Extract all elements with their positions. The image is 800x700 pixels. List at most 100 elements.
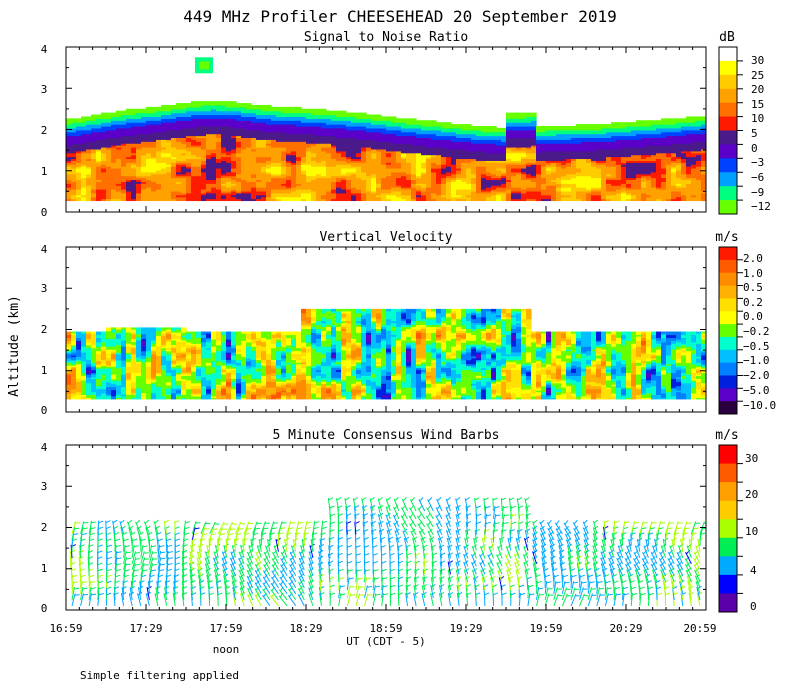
snr-cell <box>556 135 562 139</box>
snr-cell <box>156 135 162 139</box>
snr-cell <box>206 162 212 165</box>
snr-cell <box>346 162 352 165</box>
snr-cell <box>471 175 477 179</box>
snr-cell <box>356 131 362 135</box>
snr-cell <box>331 146 337 150</box>
snr-cell <box>566 141 572 144</box>
snr-cell <box>166 187 172 190</box>
snr-cell <box>146 135 152 139</box>
snr-cell <box>231 171 237 175</box>
snr-cell <box>166 152 172 156</box>
snr-cell <box>116 156 122 160</box>
snr-cell <box>76 183 82 186</box>
snr-cell <box>101 120 107 123</box>
snr-cell <box>586 145 592 148</box>
snr-cell <box>571 196 577 200</box>
snr-cell <box>356 141 362 144</box>
snr-cell <box>571 125 577 129</box>
snr-cell <box>331 183 337 186</box>
snr-cell <box>456 154 462 158</box>
snr-cell <box>416 192 422 196</box>
snr-cell <box>496 127 502 131</box>
snr-cell <box>176 129 182 133</box>
snr-cell <box>231 194 237 198</box>
snr-cell <box>461 139 467 142</box>
snr-cell <box>336 116 342 119</box>
snr-cell <box>551 167 557 171</box>
snr-cell <box>461 145 467 148</box>
snr-cell <box>291 192 297 196</box>
snr-cell <box>571 131 577 135</box>
snr-cell <box>301 129 307 133</box>
snr-cell <box>616 181 622 184</box>
snr-cell <box>96 143 102 146</box>
snr-cell <box>531 169 537 173</box>
snr-cell <box>256 175 262 179</box>
snr-cell <box>116 158 122 161</box>
snr-cell <box>426 145 432 148</box>
snr-cell <box>271 158 277 161</box>
snr-cell <box>596 171 602 175</box>
snr-cell <box>541 143 547 146</box>
snr-cell <box>511 179 517 182</box>
snr-cell <box>366 141 372 144</box>
snr-cell <box>211 154 217 158</box>
snr-cell <box>446 137 452 140</box>
snr-cell <box>506 173 512 177</box>
snr-cell <box>241 124 247 127</box>
snr-cell <box>301 183 307 186</box>
snr-cell <box>201 183 207 186</box>
snr-cell <box>386 158 392 161</box>
snr-cell <box>581 188 587 192</box>
snr-cell <box>371 166 377 169</box>
snr-cell <box>251 131 257 135</box>
snr-cell <box>476 177 482 181</box>
snr-cell <box>136 114 142 118</box>
snr-cell <box>536 154 542 158</box>
snr-cell <box>186 156 192 160</box>
snr-cell <box>486 133 492 137</box>
snr-cell <box>111 164 117 167</box>
snr-cell <box>206 152 212 156</box>
snr-cell <box>201 106 207 110</box>
snr-cell <box>81 137 87 140</box>
snr-cell <box>551 164 557 167</box>
snr-cell <box>381 129 387 133</box>
snr-cell <box>526 167 532 171</box>
snr-cell <box>131 160 137 163</box>
snr-cell <box>406 188 412 192</box>
snr-cell <box>416 162 422 165</box>
snr-cell <box>511 160 517 163</box>
snr-cell <box>386 198 392 202</box>
snr-cell <box>431 175 437 179</box>
snr-cell <box>111 183 117 186</box>
snr-cell <box>441 139 447 142</box>
snr-cell <box>401 124 407 127</box>
snr-cell <box>421 146 427 150</box>
snr-cell <box>406 129 412 133</box>
snr-cell <box>391 187 397 190</box>
snr-cell <box>271 139 277 142</box>
snr-cell <box>121 122 127 125</box>
snr-cell <box>506 139 512 142</box>
snr-cell <box>136 188 142 192</box>
snr-cell <box>391 152 397 156</box>
snr-cell <box>581 198 587 202</box>
snr-cell <box>436 122 442 125</box>
snr-cell <box>306 146 312 150</box>
snr-cell <box>586 179 592 182</box>
snr-cell <box>411 188 417 192</box>
snr-cell <box>206 160 212 163</box>
snr-cell <box>536 167 542 171</box>
snr-cell <box>501 194 507 198</box>
snr-cell <box>426 139 432 142</box>
snr-cell <box>581 127 587 131</box>
snr-cell <box>246 145 252 148</box>
snr-cell <box>136 118 142 121</box>
snr-cell <box>161 166 167 169</box>
snr-cell <box>351 146 357 150</box>
snr-cell <box>591 192 597 196</box>
snr-cell <box>366 183 372 186</box>
snr-cell <box>271 171 277 175</box>
snr-cell <box>211 185 217 188</box>
